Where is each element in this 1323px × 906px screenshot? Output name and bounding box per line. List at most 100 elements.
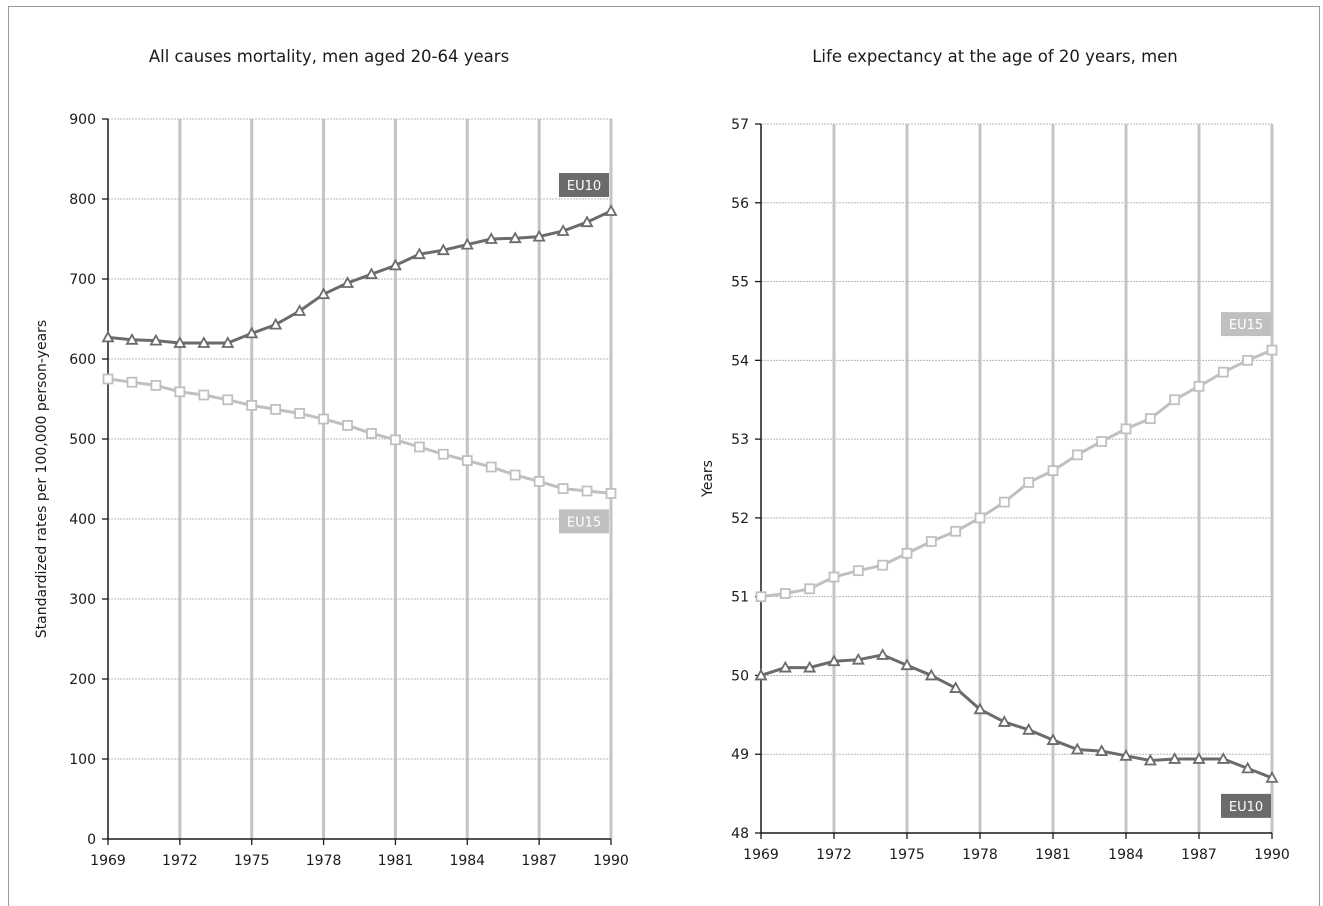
- data-point-eu15: [828, 571, 840, 583]
- data-point-eu10: [754, 668, 768, 681]
- data-point-eu10: [317, 287, 331, 300]
- y-tick-label: 0: [87, 832, 96, 848]
- y-axis-label: Years: [700, 460, 716, 498]
- data-point-eu15: [126, 376, 138, 388]
- series-badge-eu15: [1221, 312, 1271, 337]
- data-point-eu10: [125, 332, 139, 345]
- data-point-eu15: [533, 475, 545, 487]
- x-tick-label: 1984: [449, 853, 485, 869]
- data-point-eu10: [876, 648, 890, 660]
- data-point-eu15: [581, 485, 593, 497]
- data-point-eu15: [1193, 380, 1205, 392]
- data-point-eu10: [364, 267, 379, 280]
- data-point-eu15: [1169, 394, 1181, 406]
- data-point-eu10: [827, 654, 841, 667]
- data-point-eu10: [460, 237, 474, 250]
- data-point-eu10: [1046, 733, 1060, 745]
- data-point-eu15: [174, 386, 186, 398]
- data-point-eu10: [101, 330, 115, 343]
- data-point-eu10: [1022, 722, 1036, 735]
- data-point-eu10: [973, 702, 987, 715]
- data-point-eu10: [149, 333, 163, 346]
- y-tick-label: 55: [731, 275, 749, 291]
- data-point-eu10: [949, 681, 963, 693]
- y-tick-label: 200: [69, 672, 96, 688]
- data-point-eu15: [901, 547, 913, 559]
- data-point-eu15: [1023, 477, 1035, 488]
- series-badge-eu10: [1221, 793, 1271, 818]
- data-point-eu15: [1242, 354, 1254, 366]
- y-tick-label: 800: [69, 192, 96, 208]
- data-point-eu15: [1071, 449, 1083, 461]
- chart-title: All causes mortality, men aged 20-64 yea…: [149, 47, 509, 66]
- x-tick-label: 1981: [378, 853, 414, 869]
- data-point-eu10: [508, 231, 522, 244]
- y-tick-label: 51: [731, 590, 749, 606]
- y-tick-label: 53: [731, 432, 749, 448]
- data-point-eu15: [390, 434, 401, 446]
- series-badge-label-eu15: EU15: [1229, 318, 1263, 333]
- series-line-eu10: [760, 653, 1273, 780]
- data-point-eu10: [221, 336, 235, 348]
- data-point-eu10: [556, 224, 570, 236]
- data-point-eu10: [532, 229, 546, 242]
- data-point-eu15: [1096, 436, 1108, 447]
- series-badge-eu15: [559, 509, 609, 534]
- x-tick-label: 1984: [1108, 847, 1144, 863]
- data-point-eu15: [755, 591, 767, 603]
- series-badge-label-eu15: EU15: [567, 515, 601, 530]
- data-point-eu15: [413, 441, 425, 453]
- x-tick-label: 1978: [962, 847, 998, 863]
- data-point-eu10: [1265, 771, 1279, 783]
- data-point-eu15: [150, 379, 162, 391]
- data-point-eu10: [1070, 742, 1084, 755]
- data-point-eu15: [605, 487, 617, 499]
- data-point-eu15: [998, 496, 1010, 508]
- data-point-eu15: [1217, 366, 1229, 378]
- data-point-eu10: [1095, 744, 1109, 756]
- data-point-eu15: [1266, 344, 1278, 356]
- data-point-eu10: [388, 258, 402, 271]
- data-point-eu10: [778, 660, 792, 673]
- series-badge-label-eu10: EU10: [567, 179, 601, 194]
- data-point-eu15: [461, 455, 473, 467]
- x-tick-label: 1969: [743, 847, 779, 863]
- data-point-eu10: [1216, 752, 1230, 764]
- data-point-eu10: [997, 715, 1011, 727]
- series-line-eu10: [107, 209, 612, 345]
- data-point-eu15: [1144, 413, 1156, 425]
- y-tick-label: 49: [731, 747, 749, 763]
- y-tick-label: 300: [69, 592, 96, 608]
- y-tick-label: 900: [69, 112, 96, 128]
- data-point-eu15: [342, 419, 353, 431]
- y-tick-label: 700: [69, 272, 96, 288]
- data-point-eu15: [366, 427, 377, 439]
- data-point-eu10: [1241, 761, 1255, 774]
- data-point-eu10: [412, 247, 426, 260]
- data-point-eu15: [950, 525, 962, 537]
- data-point-eu15: [485, 461, 497, 473]
- data-point-eu15: [198, 389, 210, 401]
- y-tick-label: 500: [69, 432, 96, 448]
- data-point-eu15: [437, 448, 449, 460]
- x-tick-label: 1978: [306, 853, 342, 869]
- series-badge-label-eu10: EU10: [1229, 800, 1263, 815]
- data-point-eu15: [1120, 423, 1132, 435]
- x-tick-label: 1987: [1181, 847, 1217, 863]
- y-tick-label: 400: [69, 512, 96, 528]
- x-tick-label: 1987: [521, 853, 557, 869]
- y-tick-label: 50: [731, 668, 749, 684]
- data-point-eu10: [604, 204, 618, 216]
- data-point-eu10: [803, 660, 817, 673]
- x-tick-label: 1990: [593, 853, 629, 869]
- data-point-eu15: [804, 583, 816, 595]
- data-point-eu15: [779, 588, 791, 599]
- data-point-eu10: [197, 336, 211, 348]
- x-tick-label: 1981: [1035, 847, 1071, 863]
- data-point-eu10: [269, 317, 283, 330]
- data-point-eu10: [1192, 752, 1206, 764]
- series-line-eu15: [760, 348, 1273, 599]
- x-tick-label: 1990: [1254, 847, 1290, 863]
- chart-title: Life expectancy at the age of 20 years, …: [812, 47, 1178, 66]
- mortality-chart: All causes mortality, men aged 20-64 yea…: [34, 47, 629, 869]
